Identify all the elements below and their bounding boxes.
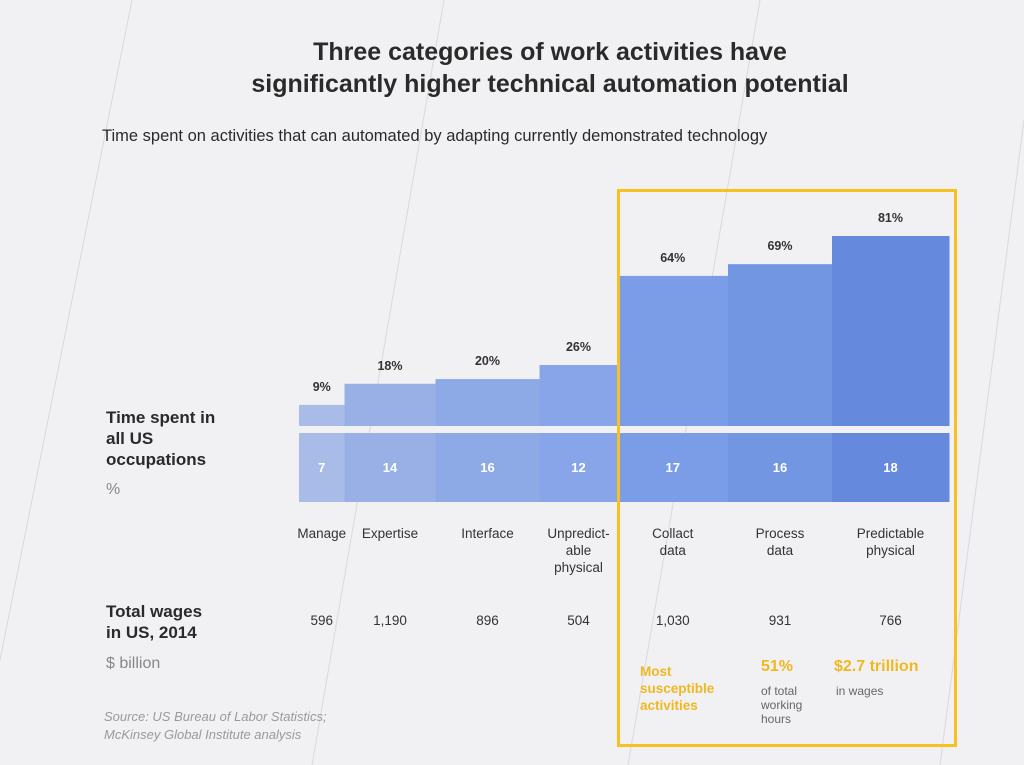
wages-total-caption: in wages <box>836 684 884 698</box>
time-spent-bar <box>832 433 950 502</box>
title-line-2: significantly higher technical automatio… <box>251 70 849 98</box>
time-spent-value: 16 <box>773 460 787 475</box>
time-spent-value: 18 <box>883 460 897 475</box>
time-spent-bar <box>617 433 729 502</box>
time-spent-value: 7 <box>318 460 325 475</box>
category-label: Predictable physical <box>857 525 925 559</box>
automation-label: 64% <box>660 251 685 265</box>
automation-bar <box>728 264 833 426</box>
chart-subtitle: Time spent on activities that can automa… <box>102 127 768 145</box>
category-label: Collact data <box>652 525 693 559</box>
wages-total-value: $2.7 trillion <box>834 658 919 675</box>
category-label-line: Unpredict- <box>547 526 610 541</box>
category-label: Interface <box>461 525 514 542</box>
automation-label: 9% <box>313 380 331 394</box>
time-spent-label-line: Time spent in <box>106 408 216 427</box>
automation-label: 18% <box>377 359 402 373</box>
time-spent-label-line: all US <box>106 429 154 448</box>
most-susceptible-label: Most susceptible activities <box>640 663 714 714</box>
total-wages-label: Total wages in US, 2014 <box>106 601 202 643</box>
category-label-line: data <box>659 543 686 558</box>
category-label: Unpredict-able physical <box>547 525 609 576</box>
time-spent-bar <box>435 433 540 502</box>
time-spent-bar <box>299 433 345 502</box>
automation-bar <box>299 404 345 426</box>
automation-bar <box>832 236 950 426</box>
automation-bar <box>539 365 618 426</box>
automation-label: 69% <box>767 239 792 253</box>
category-label-line: physical <box>866 543 915 558</box>
time-spent-label-line: occupations <box>106 450 207 469</box>
category-label: Manage <box>297 525 346 542</box>
automation-bar <box>435 379 540 426</box>
automation-bar <box>617 275 729 426</box>
wage-value: 931 <box>768 613 792 628</box>
hours-share-caption: of total working hours <box>761 684 802 726</box>
category-label-line: physical <box>554 560 603 575</box>
category-label-line: Collact <box>652 526 694 541</box>
automation-bar <box>344 383 436 426</box>
hours-share-value: 51% <box>761 658 794 675</box>
total-wages-label-line: Total wages <box>106 602 203 621</box>
most-susceptible-line: susceptible <box>640 681 715 696</box>
category-label-line: Manage <box>297 526 347 541</box>
total-wages-unit: $ billion <box>106 655 161 672</box>
wage-value: 596 <box>310 613 334 628</box>
time-spent-unit: % <box>106 481 121 498</box>
category-label-line: data <box>766 543 794 558</box>
chart-title: Three categories of work activities have… <box>0 36 1024 100</box>
time-spent-value: 17 <box>666 460 680 475</box>
time-spent-bar <box>539 433 618 502</box>
source-line: McKinsey Global Institute analysis <box>104 727 302 742</box>
total-wages-label-line: in US, 2014 <box>106 623 197 642</box>
time-spent-label: Time spent in all US occupations <box>106 407 215 470</box>
category-label-line: Predictable <box>856 526 925 541</box>
highlight-box <box>617 189 957 747</box>
automation-label: 26% <box>566 340 591 354</box>
category-label-line: Expertise <box>361 526 419 541</box>
title-line-1: Three categories of work activities have <box>313 38 787 66</box>
automation-label: 81% <box>878 211 903 225</box>
hours-caption-line: hours <box>761 712 792 726</box>
wage-value: 504 <box>567 613 590 628</box>
time-spent-bar <box>344 433 436 502</box>
category-label: Expertise <box>362 525 418 542</box>
category-label-line: able <box>565 543 592 558</box>
time-spent-value: 14 <box>383 460 398 475</box>
source-note: Source: US Bureau of Labor Statistics; M… <box>104 708 327 744</box>
category-label: Process data <box>756 525 805 559</box>
time-spent-value: 16 <box>480 460 494 475</box>
category-label-line: Interface <box>461 526 514 541</box>
wage-value: 1,030 <box>655 613 690 628</box>
wage-value: 896 <box>476 613 499 628</box>
wage-value: 1,190 <box>373 613 407 628</box>
wage-value: 766 <box>879 613 902 628</box>
category-label-line: Process <box>755 526 805 541</box>
time-spent-bar <box>728 433 833 502</box>
most-susceptible-line: activities <box>640 698 698 713</box>
hours-caption-line: of total <box>761 684 798 698</box>
hours-caption-line: working <box>761 698 803 712</box>
source-line: Source: US Bureau of Labor Statistics; <box>104 709 327 724</box>
time-spent-value: 12 <box>571 460 585 475</box>
most-susceptible-line: Most <box>640 664 672 679</box>
automation-label: 20% <box>475 354 500 368</box>
